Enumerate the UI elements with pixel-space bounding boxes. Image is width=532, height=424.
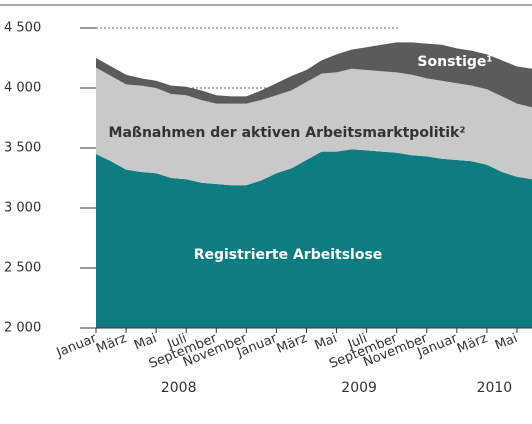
y-tick-label: 3 000: [4, 201, 41, 216]
year-label: 2009: [341, 380, 377, 396]
area: [96, 149, 532, 328]
series-label: Sonstige¹: [417, 54, 492, 70]
x-tick-label: Juli: [345, 331, 369, 353]
y-tick-label: 3 500: [4, 141, 41, 156]
y-tick-label: 2 500: [4, 261, 41, 276]
year-label: 2008: [161, 380, 197, 396]
x-tick-label: Januar: [54, 331, 100, 361]
area: [96, 67, 532, 186]
y-tick-label: 4 500: [4, 21, 41, 36]
x-tick-label: März: [455, 331, 490, 357]
y-tick-label: 4 000: [4, 81, 41, 96]
x-tick-label: Mai: [493, 331, 520, 353]
x-tick-label: März: [275, 331, 310, 357]
year-label: 2010: [477, 380, 513, 396]
x-tick-label: Mai: [132, 331, 159, 353]
x-tick-label: März: [94, 331, 129, 357]
series-label: Registrierte Arbeitslose: [194, 247, 383, 263]
x-tick-label: Juli: [165, 331, 189, 353]
series-label: Maßnahmen der aktiven Arbeitsmarktpoliti…: [109, 125, 466, 141]
area: [96, 42, 532, 108]
y-tick-label: 2 000: [4, 321, 41, 336]
x-tick-label: Mai: [313, 331, 340, 353]
